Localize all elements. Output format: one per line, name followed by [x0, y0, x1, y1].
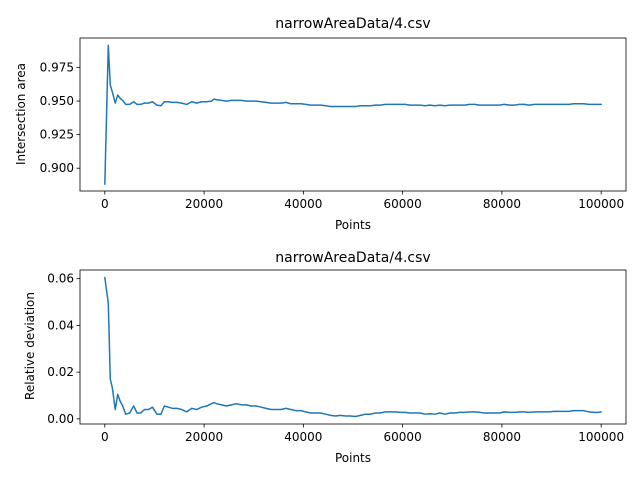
- y-axis-ticks: 0.00 0.02 0.04 0.06: [47, 272, 80, 426]
- relative-deviation-series-line: [104, 276, 602, 418]
- y-tick-label: 0.950: [40, 94, 74, 108]
- x-axis-ticks: 0 20000 40000 60000 80000 100000: [101, 191, 624, 211]
- y-tick-label: 0.00: [47, 412, 74, 426]
- x-tick-label: 20000: [185, 197, 223, 211]
- y-axis-ticks: 0.900 0.925 0.950 0.975: [40, 61, 80, 175]
- y-tick-label: 0.02: [47, 365, 74, 379]
- x-tick-label: 60000: [384, 197, 422, 211]
- y-tick-label: 0.04: [47, 318, 74, 332]
- y-axis-label: Relative deviation: [23, 292, 37, 400]
- relative-deviation-plot: narrowAreaData/4.csv 0 20000 40000 60000 800…: [23, 250, 627, 465]
- y-tick-label: 0.925: [40, 128, 74, 142]
- x-tick-label: 60000: [384, 430, 422, 444]
- x-tick-label: 100000: [578, 430, 624, 444]
- axes-frame: [79, 269, 627, 425]
- x-tick-label: 40000: [284, 430, 322, 444]
- plot-title: narrowAreaData/4.csv: [275, 250, 430, 266]
- y-tick-label: 0.975: [40, 61, 74, 75]
- x-tick-label: 0: [101, 197, 109, 211]
- x-tick-label: 20000: [185, 430, 223, 444]
- axes-frame: [79, 37, 627, 192]
- y-tick-label: 0.900: [40, 161, 74, 175]
- x-tick-label: 100000: [578, 197, 624, 211]
- y-axis-label: Intersection area: [14, 63, 28, 165]
- intersection-area-plot: narrowAreaData/4.csv 0 20000 40000 60000 800…: [14, 16, 627, 232]
- x-axis-label: Points: [335, 451, 371, 465]
- plot-title: narrowAreaData/4.csv: [275, 16, 430, 32]
- x-tick-label: 80000: [483, 197, 521, 211]
- intersection-area-series-line: [104, 44, 602, 186]
- x-tick-label: 0: [101, 430, 109, 444]
- x-axis-ticks: 0 20000 40000 60000 80000 100000: [101, 424, 624, 444]
- x-axis-label: Points: [335, 218, 371, 232]
- y-tick-label: 0.06: [47, 272, 74, 286]
- x-tick-label: 40000: [284, 197, 322, 211]
- x-tick-label: 80000: [483, 430, 521, 444]
